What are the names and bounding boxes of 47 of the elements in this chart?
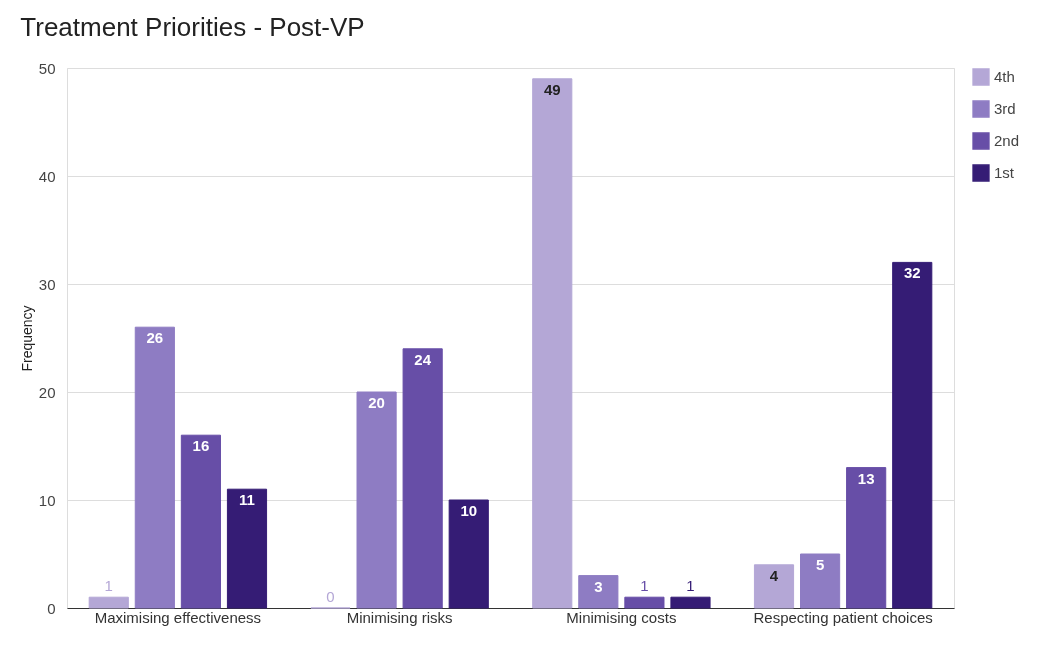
legend-label: 2nd [994,132,1020,149]
bar [753,564,795,609]
y-tick-label: 30 [38,275,56,293]
data-label: 24 [414,350,432,368]
legend-label: 3rd [994,100,1016,117]
data-label: 1 [104,577,113,595]
data-label: 5 [815,556,825,573]
legend-label: 4th [994,68,1015,85]
bar [88,596,129,609]
y-tick-label: 10 [38,491,56,509]
legend-label: 1st [994,164,1015,181]
data-label: 1 [686,577,695,595]
data-label: 1 [640,577,649,595]
bar [846,467,887,609]
y-tick-label: 0 [47,599,56,617]
bar [226,488,268,609]
bar [402,348,443,609]
y-tick-label: 20 [38,383,56,401]
data-label: 26 [146,329,164,347]
bar [532,78,573,609]
bar [578,575,619,609]
data-label: 49 [543,80,561,98]
data-label: 32 [903,264,921,282]
data-label: 11 [239,491,255,509]
data-label: 10 [460,502,478,519]
data-label: 13 [857,469,875,487]
data-label: 16 [192,437,210,455]
bar [180,434,221,609]
data-label: 20 [368,394,385,411]
bar [624,596,665,609]
y-tick-label: 40 [38,167,56,185]
bar [448,499,489,609]
bar [892,261,933,609]
data-label: 3 [594,577,603,595]
x-tick-label: Minimising costs [566,608,677,626]
data-label: 4 [769,566,779,584]
bar [670,596,711,609]
y-axis-title: Frequency [18,305,35,372]
bar [356,391,397,609]
bar [800,553,841,609]
x-tick-label: Respecting patient choices [753,608,933,626]
chart-title: Treatment Priorities - Post-VP [20,12,365,42]
data-label: 0 [326,588,335,605]
x-tick-label: Minimising risks [346,608,453,626]
x-tick-label: Maximising effectiveness [94,608,262,626]
bar [134,326,175,609]
y-tick-label: 50 [38,59,56,77]
